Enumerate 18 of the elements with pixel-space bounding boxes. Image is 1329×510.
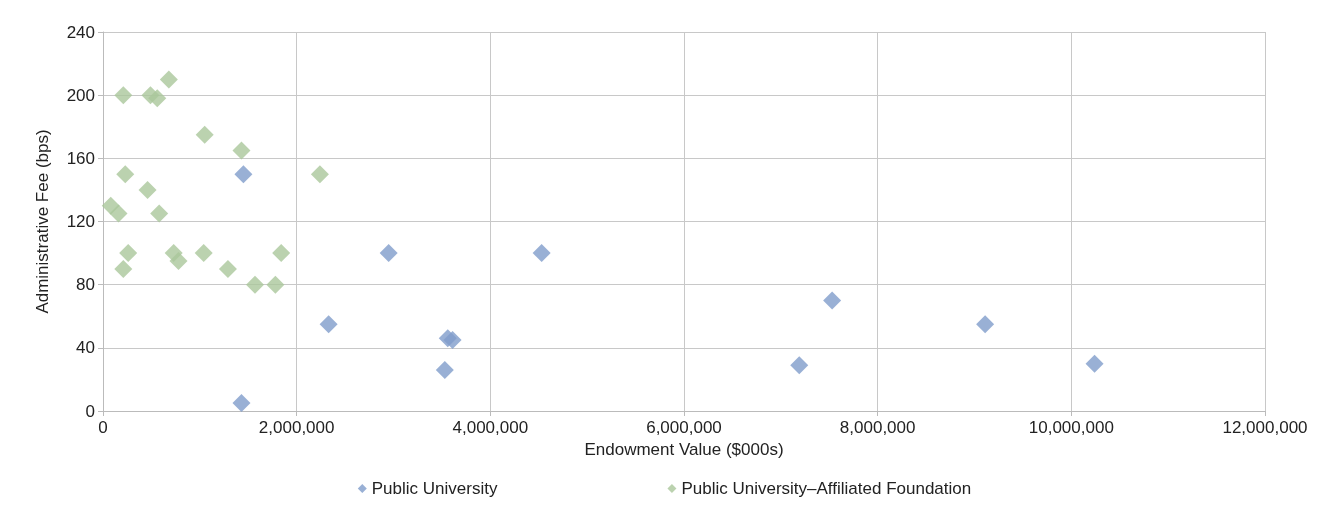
x-tick-label: 0: [98, 418, 108, 437]
y-tick-label: 200: [66, 85, 95, 105]
x-tick-label: 10,000,000: [1028, 418, 1114, 437]
x-axis-title: Endowment Value ($000s): [584, 440, 784, 459]
y-axis-title: Administrative Fee (bps): [33, 129, 52, 314]
x-tick-label: 6,000,000: [646, 418, 722, 437]
y-tick-label: 120: [66, 212, 95, 231]
y-tick-label: 0: [85, 401, 95, 421]
x-tick-label: 8,000,000: [839, 418, 916, 437]
y-tick-label: 240: [66, 22, 95, 42]
x-tick-label: 4,000,000: [452, 418, 529, 437]
y-tick-label: 160: [66, 148, 95, 168]
x-tick-label: 12,000,000: [1222, 418, 1308, 437]
y-tick-label: 80: [76, 275, 95, 295]
y-tick-label: 40: [76, 338, 95, 358]
legend-label: Public University: [371, 479, 498, 498]
legend-label: Public University–Affiliated Foundation: [681, 479, 972, 498]
x-tick-label: 2,000,000: [258, 418, 335, 437]
